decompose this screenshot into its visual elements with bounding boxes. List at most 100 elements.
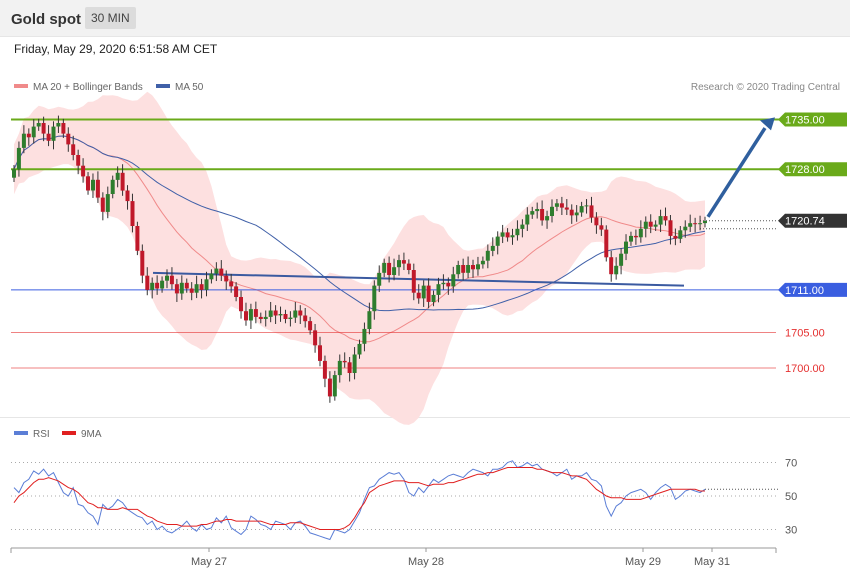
candle-body [520,224,525,229]
candle-body [71,144,76,155]
x-tick-label: May 31 [694,556,730,568]
level-1720-74-label: 1720.74 [785,216,825,228]
candle-body [145,275,150,290]
x-tick-label: May 27 [191,556,227,568]
candle-body [263,316,268,319]
candle-body [76,155,81,166]
candle-body [91,179,95,191]
candle-body [574,212,579,216]
candle-body [41,123,46,134]
level-1728-00-label: 1728.00 [785,164,825,176]
candle-body [140,250,145,276]
candle-body [663,216,668,221]
candle-body [313,330,318,346]
header: Gold spot 30 MIN [0,0,850,37]
candle-body [495,236,500,246]
bollinger-bands [14,91,705,425]
candle-body [397,260,401,268]
candle-body [638,228,643,238]
rsi-line [13,460,706,541]
candle-body [471,265,475,270]
candle-body [367,311,372,329]
candle-body [332,375,337,397]
candle-body [179,282,184,294]
level-1705-00-label: 1705.00 [785,328,825,340]
rsi-ma-legend-swatch [62,431,76,435]
candle-body [392,267,397,275]
candle-body [100,197,105,212]
candle-body [51,126,56,141]
candle-body [525,214,530,225]
candle-body [283,314,288,319]
candle-body [36,123,41,127]
candle-body [342,360,347,363]
candle-body [26,133,31,138]
rsi-tick-30: 30 [785,525,797,537]
candle-body [362,328,367,344]
candle-body [431,294,436,302]
candle-body [703,221,707,224]
candle-body [545,216,550,221]
candle-body [219,268,224,276]
candle-body [633,235,638,238]
level-1711-00-label: 1711.00 [785,285,824,297]
candle-body [515,228,520,236]
timestamp: Friday, May 29, 2020 6:51:58 AM CET [14,42,218,56]
candle-body [322,360,327,379]
ma20-legend-label: MA 20 + Bollinger Bands [33,82,143,93]
candle-body [490,245,495,251]
rsi-legend-swatch [14,431,28,435]
candle-body [411,270,416,293]
candle-body [485,250,490,261]
candle-body [530,211,535,215]
candle-body [214,268,219,274]
ma50-line [13,135,706,312]
level-1711-00-tag [778,282,847,297]
candle-body [155,282,160,289]
candle-body [693,223,698,225]
candle-body [466,265,471,273]
candle-body [480,260,485,265]
candle-body [31,126,36,138]
candle-body [199,284,204,290]
projection-arrow [706,127,767,218]
candle-body [540,209,545,221]
candle-body [248,309,253,321]
candle-body [619,253,624,266]
candle-body [554,203,559,207]
rsi-legend-label: RSI [33,429,50,440]
ma20-legend-swatch [14,84,28,88]
candle-body [224,275,229,282]
candle-body [303,315,308,322]
candle-body [150,282,155,290]
candle-body [594,217,599,226]
candle-body [160,280,165,289]
copyright: Research © 2020 Trading Central [691,82,840,93]
rsi-ma-line [13,467,705,530]
candle-body [550,206,554,216]
candle-body [174,284,179,294]
candle-body [668,220,673,236]
candle-body [86,176,90,191]
candle-body [609,257,614,275]
candle-body [382,262,387,273]
candle-body [239,297,243,312]
candle-body [61,123,66,134]
candle-body [614,265,619,275]
candle-body [584,205,589,207]
candle-body [406,263,411,270]
candle-body [579,206,584,213]
candle-body [426,285,431,302]
candle-body [110,179,115,194]
candle-body [505,232,510,238]
chart-title: Gold spot [11,11,81,28]
candle-body [184,282,189,289]
rsi-ma-legend-label: 9MA [81,429,102,440]
candle-body [125,190,130,202]
candle-body [273,310,278,316]
candle-body [688,223,693,227]
candle-body [115,172,120,180]
candle-body [95,179,100,198]
interval-badge[interactable]: 30 MIN [85,7,136,29]
